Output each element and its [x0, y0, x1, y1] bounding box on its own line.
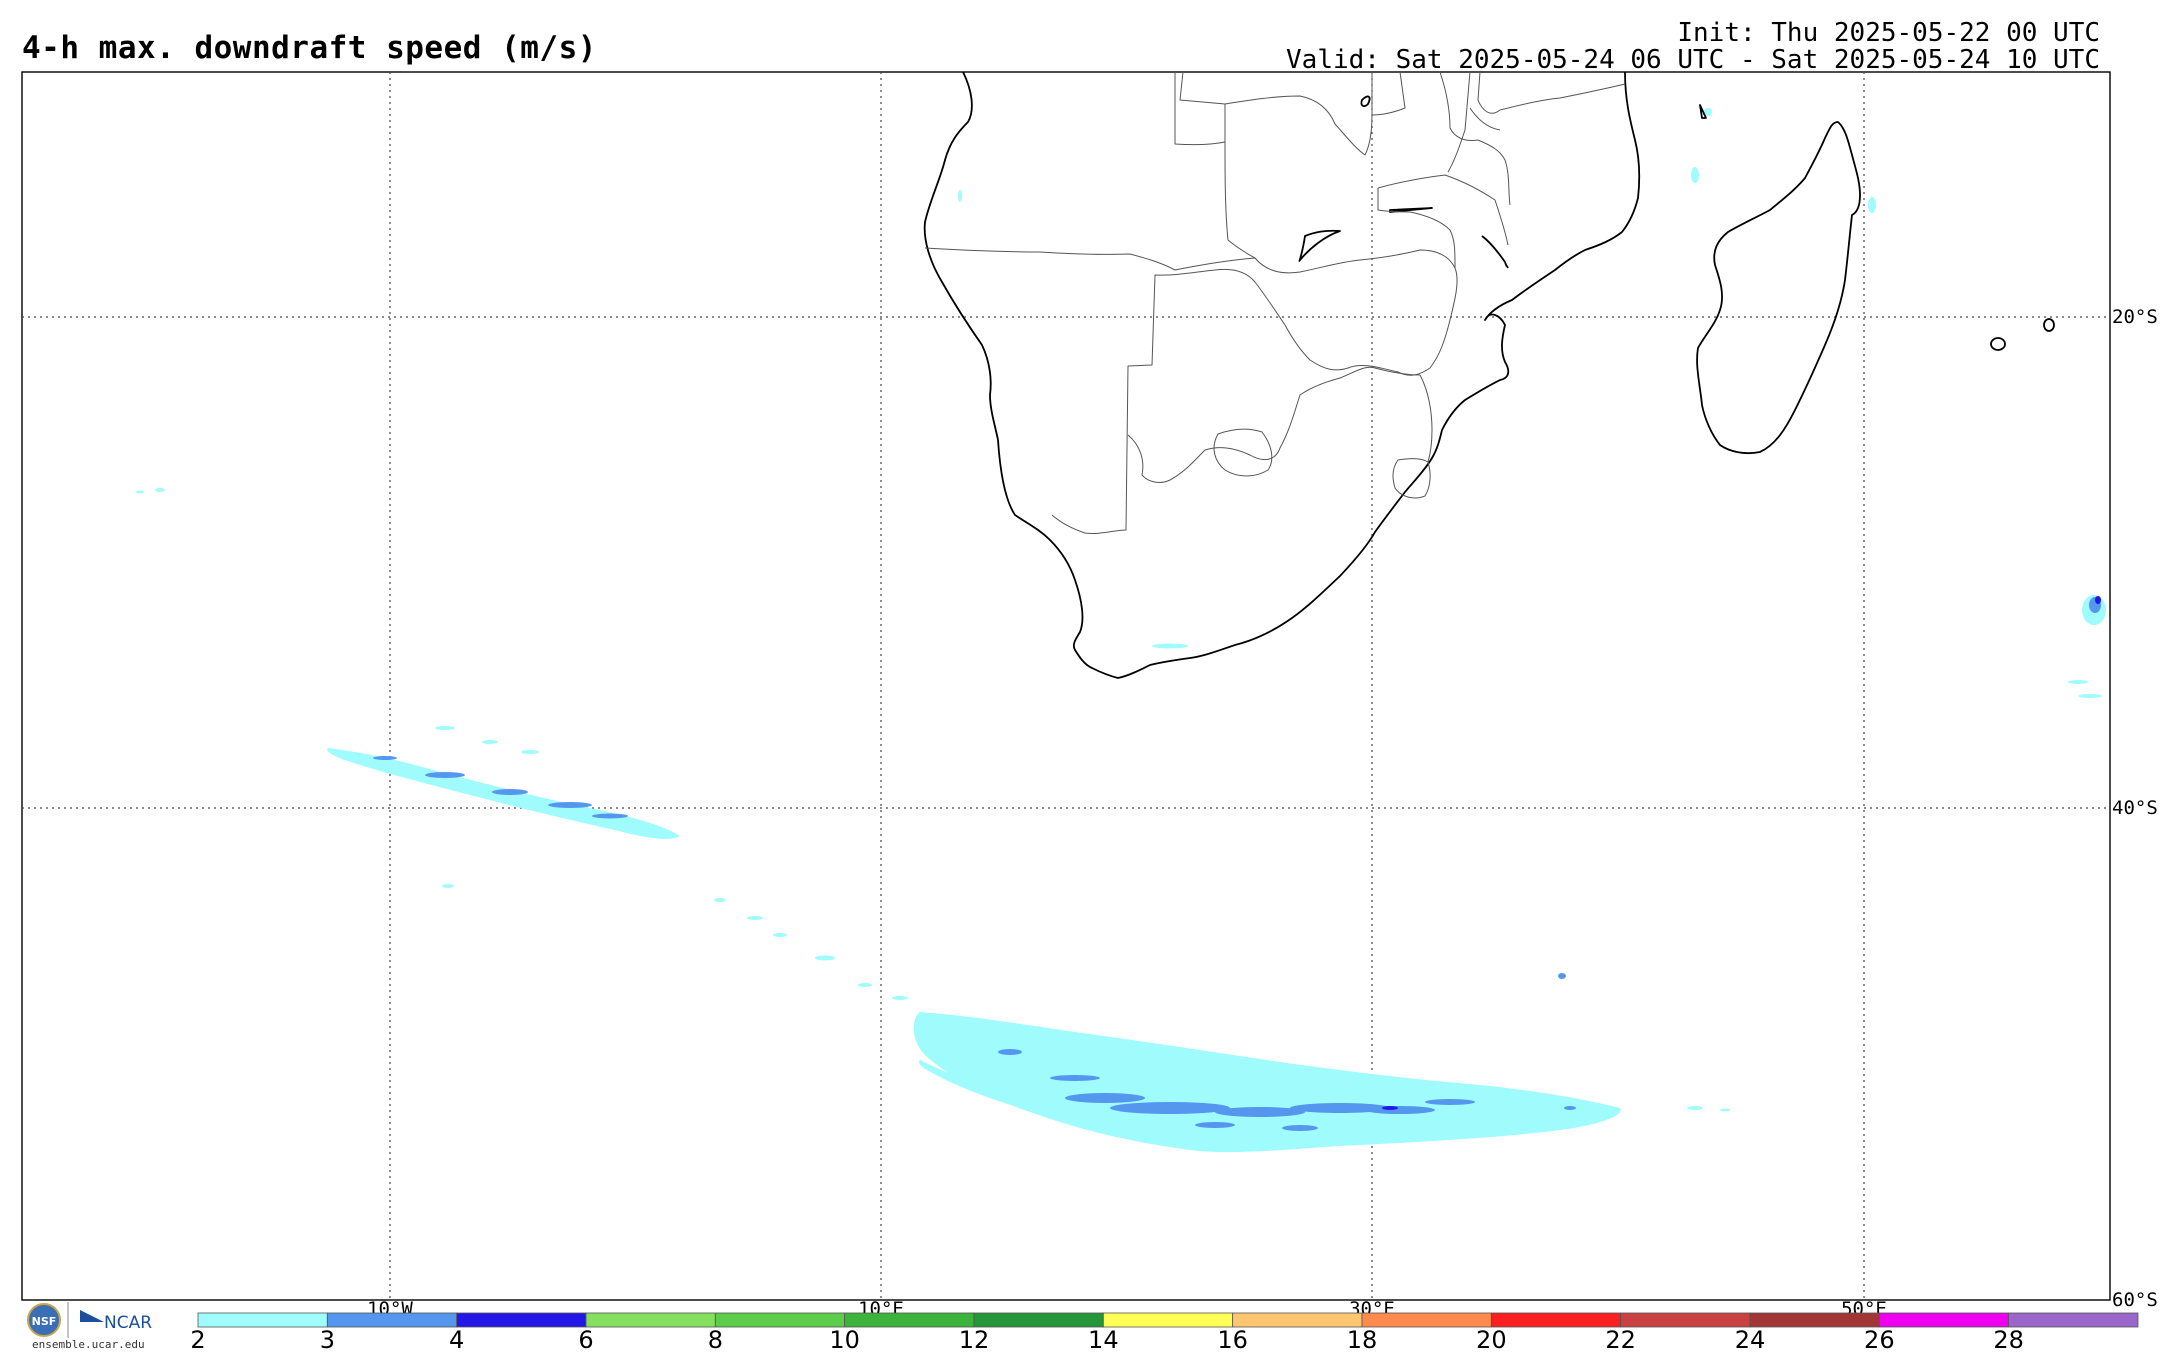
latitude-labels: 20°S 40°S 60°S [2112, 306, 2158, 1311]
lat-label-60s: 60°S [2112, 1289, 2158, 1311]
colorbar-label: 8 [708, 1326, 723, 1354]
colorbar-label: 26 [1864, 1326, 1895, 1354]
colorbar-label: 2 [190, 1326, 205, 1354]
colorbar-swatch [197, 1312, 328, 1328]
lat-label-40s: 40°S [2112, 797, 2158, 819]
downdraft-band-south-tail [919, 1060, 1073, 1122]
colorbar-label: 10 [829, 1326, 860, 1354]
colorbar-swatch [714, 1312, 846, 1328]
downdraft-band-south [913, 1012, 1621, 1153]
footer-url: ensemble.ucar.edu [32, 1338, 145, 1351]
colorbar-label: 6 [578, 1326, 593, 1354]
colorbar-swatch [844, 1312, 975, 1328]
colorbar-label: 20 [1476, 1326, 1507, 1354]
colorbar-swatch [1490, 1312, 1622, 1328]
country-borders [924, 71, 1626, 534]
madagascar-outline [1696, 121, 1861, 455]
colorbar-label: 22 [1605, 1326, 1636, 1354]
colorbar-label: 24 [1735, 1326, 1766, 1354]
colorbar-label: 12 [959, 1326, 990, 1354]
valid-time: Valid: Sat 2025-05-24 06 UTC - Sat 2025-… [1286, 45, 2100, 75]
colorbar-swatch [456, 1312, 587, 1328]
colorbar-swatch [2008, 1312, 2139, 1328]
colorbar-label: 14 [1088, 1326, 1119, 1354]
colorbar-label: 18 [1347, 1326, 1378, 1354]
colorbar-swatch [973, 1312, 1104, 1328]
colorbar-swatch [1878, 1312, 2010, 1328]
colorbar-label: 4 [449, 1326, 464, 1354]
init-time: Init: Thu 2025-05-22 00 UTC [1677, 18, 2100, 48]
colorbar-swatch [1102, 1312, 1234, 1328]
colorbar-label: 3 [320, 1326, 335, 1354]
colorbar-swatch [1749, 1312, 1880, 1328]
lat-label-20s: 20°S [2112, 306, 2158, 328]
svg-text:NCAR: NCAR [104, 1313, 152, 1333]
colorbar-swatch [326, 1312, 458, 1328]
colorbar-swatch [585, 1312, 716, 1328]
nsf-logo: NSF [27, 1303, 61, 1337]
colorbar-swatch [1232, 1312, 1363, 1328]
downdraft-field-3-4ms [373, 597, 2101, 1131]
forecast-times: Init: Thu 2025-05-22 00 UTC Valid: Sat 2… [1286, 20, 2100, 74]
colorbar-label: 28 [1993, 1326, 2024, 1354]
ncar-logo: NCAR [80, 1310, 152, 1333]
colorbar-swatch [1361, 1312, 1492, 1328]
downdraft-field [136, 108, 2106, 1153]
colorbar-label: 16 [1217, 1326, 1248, 1354]
svg-text:NSF: NSF [32, 1315, 57, 1328]
colorbar: 2 3 4 6 8 10 12 14 16 18 20 22 24 26 28 [190, 1312, 2139, 1354]
graticule [22, 72, 2110, 1300]
colorbar-swatch [1620, 1312, 1751, 1328]
map-title: 4-h max. downdraft speed (m/s) [22, 30, 597, 66]
